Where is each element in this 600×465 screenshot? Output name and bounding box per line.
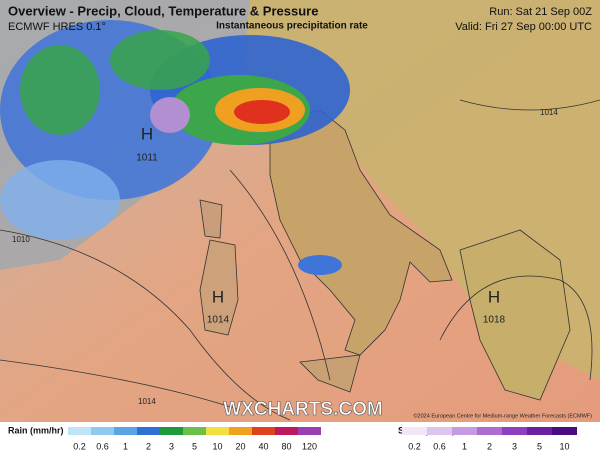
legend-swatch bbox=[137, 427, 160, 435]
legend-label: 3 bbox=[512, 441, 517, 451]
legend-swatch bbox=[183, 427, 206, 435]
map bbox=[0, 0, 600, 422]
legend-label: 10 bbox=[212, 441, 222, 451]
legend-swatch bbox=[552, 427, 577, 435]
valid: Valid: Fri 27 Sep 00:00 UTC bbox=[455, 21, 592, 33]
legend-swatch bbox=[402, 427, 427, 435]
legend-swatch bbox=[427, 427, 452, 435]
copyright: ©2024 European Centre for Medium-range W… bbox=[414, 412, 593, 419]
legend-label: 1 bbox=[462, 441, 467, 451]
legend-label: 5 bbox=[537, 441, 542, 451]
legend-label: 10 bbox=[559, 441, 569, 451]
legend-label: 3 bbox=[169, 441, 174, 451]
high-symbol: H bbox=[212, 287, 224, 306]
isobar-labels: 1014 1010 1014 bbox=[12, 108, 558, 406]
legend-swatch bbox=[527, 427, 552, 435]
model: ECMWF HRES 0.1° bbox=[8, 21, 106, 33]
rain-legend-title: Rain (mm/hr) bbox=[8, 425, 64, 435]
legend: Rain (mm/hr) Snow (cm/hr) 0.20.612351020… bbox=[8, 425, 577, 451]
run: Run: Sat 21 Sep 00Z bbox=[489, 6, 592, 18]
legend-swatch bbox=[114, 427, 137, 435]
high-symbol: H bbox=[488, 287, 500, 306]
legend-swatch bbox=[452, 427, 477, 435]
legend-swatch bbox=[206, 427, 229, 435]
watermark: WXCHARTS.COM bbox=[223, 399, 382, 420]
legend-swatch bbox=[502, 427, 527, 435]
pressure-value: 1011 bbox=[136, 153, 158, 164]
isobar-label: 1010 bbox=[12, 235, 30, 244]
legend-swatch bbox=[252, 427, 275, 435]
isobar-label: 1014 bbox=[138, 397, 156, 406]
legend-label: 0.6 bbox=[433, 441, 446, 451]
high-symbol: H bbox=[141, 124, 153, 143]
legend-label: 2 bbox=[487, 441, 492, 451]
pressure-value: 1018 bbox=[483, 315, 506, 326]
legend-label: 0.2 bbox=[408, 441, 421, 451]
isobar-label: 1014 bbox=[540, 108, 558, 117]
legend-swatch bbox=[298, 427, 321, 435]
header: Overview - Precip, Cloud, Temperature & … bbox=[8, 3, 592, 32]
legend-label: 0.6 bbox=[96, 441, 109, 451]
precipitation bbox=[0, 20, 350, 275]
title: Overview - Precip, Cloud, Temperature & … bbox=[8, 3, 318, 18]
legend-swatch bbox=[160, 427, 183, 435]
legend-label: 2 bbox=[146, 441, 151, 451]
legend-label: 80 bbox=[281, 441, 291, 451]
legend-swatch bbox=[91, 427, 114, 435]
pressure-centers: H 1011 H 1014 H 1018 bbox=[136, 124, 505, 325]
legend-label: 40 bbox=[258, 441, 268, 451]
product: Instantaneous precipitation rate bbox=[216, 21, 368, 32]
legend-swatch bbox=[275, 427, 298, 435]
legend-label: 5 bbox=[192, 441, 197, 451]
legend-label: 1 bbox=[123, 441, 128, 451]
legend-label: 20 bbox=[235, 441, 245, 451]
legend-label: 120 bbox=[302, 441, 317, 451]
legend-swatch bbox=[229, 427, 252, 435]
legend-swatch bbox=[477, 427, 502, 435]
legend-swatch bbox=[68, 427, 91, 435]
legend-label: 0.2 bbox=[73, 441, 86, 451]
pressure-value: 1014 bbox=[207, 315, 230, 326]
